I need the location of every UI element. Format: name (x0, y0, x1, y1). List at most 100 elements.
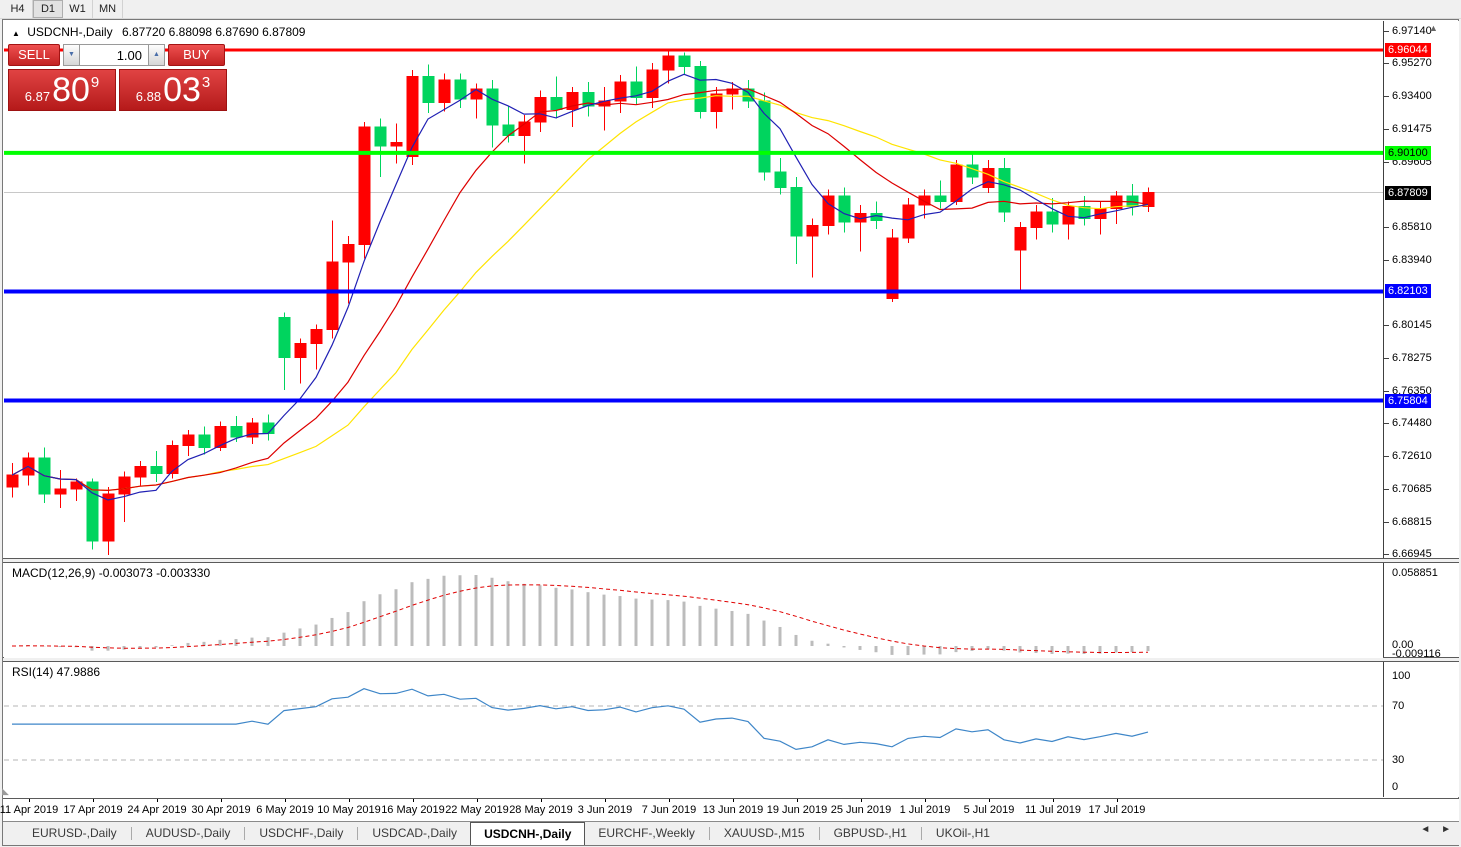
chart-tab-bar: EURUSD-,Daily AUDUSD-,Daily USDCHF-,Daily U… (3, 821, 1459, 845)
chart-tab-usdcad[interactable]: USDCAD-,Daily (372, 826, 458, 840)
price-axis-label: 6.80145 (1392, 319, 1432, 332)
tab-separator (818, 827, 820, 840)
date-axis-tick (1053, 799, 1054, 802)
price-axis-tick (1384, 489, 1389, 491)
macd-axis-label: 0.058851 (1392, 567, 1438, 579)
date-axis-label: 22 May 2019 (445, 804, 509, 816)
volume-increase-icon[interactable]: ▲ (148, 44, 165, 66)
date-axis-tick (541, 799, 542, 802)
rsi-axis-label: 70 (1392, 700, 1405, 712)
sell-price-pips: 80 (52, 71, 90, 109)
tab-separator (244, 827, 246, 840)
sell-price-button[interactable]: 6.87 80 9 (8, 69, 116, 111)
rsi-panel (4, 663, 1383, 797)
price-axis-label: 6.68815 (1392, 515, 1432, 528)
macd-canvas (11, 575, 1150, 656)
price-level-tag: 6.90100 (1385, 145, 1431, 160)
tab-scroll-arrows: ◄ ► (1416, 824, 1455, 835)
date-axis-label: 17 Jul 2019 (1088, 804, 1146, 816)
price-axis-tick (1384, 31, 1389, 32)
chart-tab-ukoil[interactable]: UKOil-,H1 (935, 826, 990, 840)
volume-stepper: ▼ ▲ (63, 44, 165, 66)
date-axis-label: 11 Apr 2019 (0, 804, 59, 816)
rsi-axis-label: 30 (1392, 754, 1405, 766)
price-axis-tick (1384, 325, 1389, 327)
date-axis-tick (669, 799, 670, 802)
price-axis-label: 6.97140 (1392, 25, 1432, 37)
price-axis-label: 6.85810 (1392, 221, 1432, 234)
timeframe-button-h4[interactable]: H4 (3, 0, 33, 18)
buy-price-point: 3 (201, 73, 211, 91)
date-axis-tick (925, 799, 926, 802)
macd-axis-label: 0.00 (1392, 639, 1414, 651)
chart-tab-eurchf[interactable]: EURCHF-,Weekly (598, 826, 695, 840)
timeframe-button-d1[interactable]: D1 (33, 0, 63, 18)
trade-quotes-row: 6.87 80 9 6.88 03 3 (8, 69, 228, 111)
date-axis-tick (93, 799, 94, 802)
rsi-axis-label: 100 (1392, 670, 1411, 682)
one-click-panel-toggle-icon[interactable]: ▲ (12, 29, 20, 38)
price-axis-label: 6.91475 (1392, 123, 1432, 136)
buy-price-base: 6.88 (135, 88, 162, 104)
date-axis-tick (285, 799, 286, 802)
price-axis-tick (1384, 129, 1389, 131)
price-axis-label: 6.95270 (1392, 57, 1432, 70)
chart-title: ▲ USDCNH-,Daily 6.87720 6.88098 6.87690 … (12, 25, 305, 39)
price-axis-tick (1384, 95, 1389, 97)
chart-tab-gbpusd[interactable]: GBPUSD-,H1 (833, 826, 907, 840)
sell-price-base: 6.87 (24, 88, 51, 104)
date-axis-tick (797, 799, 798, 802)
price-axis-tick (1384, 423, 1389, 425)
date-axis-label: 28 May 2019 (509, 804, 573, 816)
volume-decrease-icon[interactable]: ▼ (63, 44, 80, 66)
price-axis-label: 6.93400 (1392, 89, 1432, 102)
price-axis-tick (1384, 63, 1389, 65)
chart-plot[interactable] (4, 21, 1383, 559)
chart-tab-xauusd[interactable]: XAUUSD-,M15 (723, 826, 805, 840)
tab-separator (920, 827, 922, 840)
date-axis-label: 10 May 2019 (317, 804, 381, 816)
price-level-tag: 6.96044 (1385, 42, 1431, 57)
timeframe-button-mn[interactable]: MN (93, 0, 123, 18)
date-axis-label: 1 Jul 2019 (899, 804, 951, 816)
price-axis: 6.97140 6.95270 6.93400 6.91475 6.89605 6.858… (1384, 21, 1459, 797)
price-axis-tick (1384, 357, 1389, 359)
chart-tab-usdchf[interactable]: USDCHF-,Daily (259, 826, 344, 840)
price-axis-tick (1384, 521, 1389, 523)
timeframe-button-w1[interactable]: W1 (63, 0, 93, 18)
date-axis-label: 24 Apr 2019 (127, 804, 187, 816)
price-axis-tick (1384, 391, 1389, 393)
macd-splitter[interactable] (3, 558, 1459, 563)
date-axis-tick (221, 799, 222, 802)
chart-tab-eurusd[interactable]: EURUSD-,Daily (32, 826, 117, 840)
date-axis-tick (861, 799, 862, 802)
trade-controls-row: SELL ▼ ▲ BUY (8, 44, 228, 66)
tab-scroll-right-icon[interactable]: ► (1441, 824, 1451, 835)
price-axis-label: 6.78275 (1392, 351, 1432, 364)
chart-tab-audusd[interactable]: AUDUSD-,Daily (145, 826, 231, 840)
sell-price-point: 9 (90, 73, 100, 91)
panel-resize-grip-icon[interactable]: ◣ (2, 786, 9, 796)
date-axis-label: 16 May 2019 (381, 804, 445, 816)
date-axis-label: 3 Jun 2019 (577, 804, 633, 816)
price-axis-tick (1384, 227, 1389, 229)
chart-tab-usdcnh[interactable]: USDCNH-,Daily (470, 822, 586, 845)
date-axis-tick (29, 799, 30, 802)
price-axis-label: 6.83940 (1392, 253, 1432, 266)
macd-label: MACD(12,26,9) -0.003073 -0.003330 (12, 566, 211, 580)
tab-separator (357, 827, 359, 840)
buy-price-button[interactable]: 6.88 03 3 (119, 69, 227, 111)
sell-button[interactable]: SELL (8, 44, 60, 66)
date-axis-label: 11 Jul 2019 (1024, 804, 1082, 816)
chart-ohlc-values: 6.87720 6.88098 6.87690 6.87809 (121, 25, 306, 39)
tab-separator (130, 827, 132, 840)
date-axis-label: 5 Jul 2019 (963, 804, 1015, 816)
price-axis-tick (1384, 455, 1389, 457)
date-axis: 11 Apr 2019 17 Apr 2019 24 Apr 2019 30 Apr … (0, 798, 1459, 821)
buy-button[interactable]: BUY (168, 44, 225, 66)
price-axis-tick (1384, 553, 1389, 555)
volume-input[interactable] (80, 44, 148, 66)
tab-scroll-left-icon[interactable]: ◄ (1420, 824, 1431, 835)
price-axis-label: 6.70685 (1392, 483, 1432, 496)
date-axis-label: 6 May 2019 (256, 804, 314, 816)
